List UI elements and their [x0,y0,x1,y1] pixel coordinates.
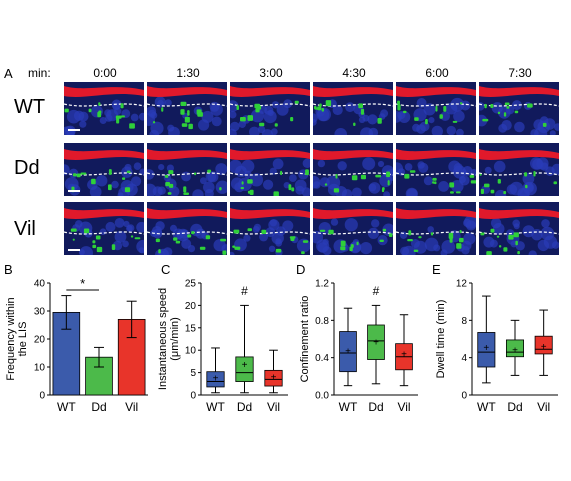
panel-d-y-label: Confinement ratio [299,296,311,383]
panel-c-x-tick-label: WT [206,400,225,414]
panel-b-y-tick-label: 20 [34,335,46,346]
panel-e-y-tick-label: 8 [461,316,467,327]
panel-c-mean-marker: + [213,373,219,384]
panel-c-y-tick-label: 15 [185,323,197,334]
panel-e-x-tick-label: WT [477,400,496,414]
panel-b-x-tick-label: Dd [91,400,106,414]
panel-c-y-tick-label: 25 [185,279,197,290]
panel-b-x-tick-label: WT [57,400,76,414]
panel-c-mean-marker: + [271,373,277,384]
panel-e-x-tick-label: Dd [507,400,522,414]
panel-d-mean-marker: + [345,347,351,358]
panel-d-y-tick-label: 1.2 [315,279,329,290]
panel-d-x-tick-label: Dd [368,400,383,414]
panel-d-mean-marker: + [373,337,379,348]
panel-c-y-tick-label: 20 [185,301,197,312]
panel-e-mean-marker: + [541,342,547,353]
panel-e-y-tick-label: 4 [461,353,467,364]
panel-c-y-label: (μm/min) [169,317,181,361]
panel-d-x-tick-label: Vil [397,400,410,414]
panel-e-y-tick-label: 0 [461,391,467,402]
panel-e-x-tick-label: Vil [537,400,550,414]
panel-b-x-tick-label: Vil [125,400,138,414]
panel-c-y-tick-label: 10 [185,346,197,357]
panel-b-significance-mark: * [80,276,85,291]
panel-d-y-tick-label: 0.0 [315,391,329,402]
panel-c-x-tick-label: Vil [267,400,280,414]
panel-c-y-tick-label: 0 [190,391,196,402]
panel-c-x-tick-label: Dd [237,400,252,414]
panel-b-y-tick-label: 40 [34,279,46,290]
panel-b-y-label: Frequency within [5,297,17,380]
panel-d-x-tick-label: WT [339,400,358,414]
panel-d-significance-mark: # [373,284,380,298]
panel-b-y-label: the LIS [17,322,29,357]
panel-c-y-label: Instantaneous speed [157,288,169,390]
panel-e-mean-marker: + [512,346,518,357]
panel-c-significance-mark: # [241,284,248,298]
panel-c-mean-marker: + [242,360,248,371]
panel-d-y-tick-label: 0.4 [315,353,329,364]
panel-c-y-tick-label: 5 [190,368,196,379]
panel-b-y-tick-label: 30 [34,307,46,318]
panel-e-y-tick-label: 12 [456,279,468,290]
panel-d-mean-marker: + [401,349,407,360]
panel-b-y-tick-label: 0 [39,391,45,402]
panel-e-y-label: Dwell time (min) [435,300,447,379]
panel-d-y-tick-label: 0.8 [315,316,329,327]
panel-b-y-tick-label: 10 [34,363,46,374]
panel-e-mean-marker: + [483,343,489,354]
